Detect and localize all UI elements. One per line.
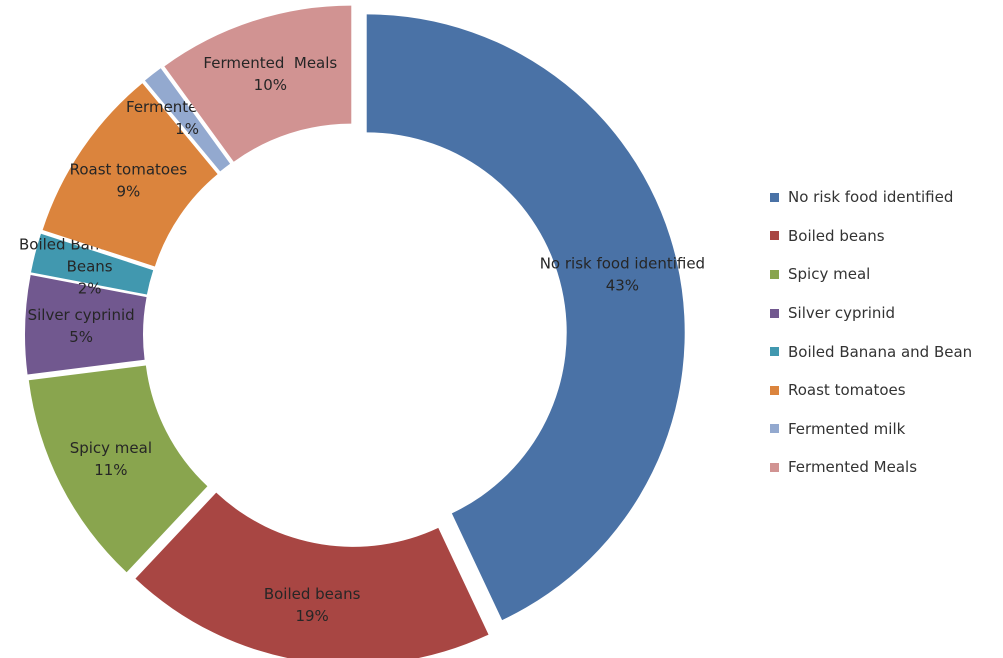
slice-name-label: Spicy meal	[70, 439, 152, 457]
legend-swatch	[770, 462, 779, 472]
slice-percent-label: 19%	[295, 607, 328, 625]
slice-percent-label: 11%	[94, 461, 127, 479]
legend-label: Roast tomatoes	[788, 381, 906, 400]
legend-item: Boiled Banana and Bean	[770, 332, 1003, 371]
legend-label: Fermented milk	[788, 419, 906, 438]
slice-percent-label: 5%	[69, 328, 93, 346]
legend-item: No risk food identified	[770, 178, 1003, 217]
slice-percent-label: 1%	[175, 120, 199, 138]
slice-percent-label: 43%	[606, 277, 639, 295]
slice-percent-label: 9%	[116, 182, 140, 200]
slice-fermented-meals	[164, 5, 352, 162]
slice-no-risk-food-identified	[366, 14, 685, 621]
legend-swatch	[770, 192, 779, 202]
slice-name-label: Fermented Meals	[203, 54, 337, 72]
legend-item: Boiled beans	[770, 217, 1003, 256]
legend-item: Fermented Meals	[770, 448, 1003, 487]
slice-name-label: No risk food identified	[540, 255, 705, 273]
legend-swatch	[770, 424, 779, 434]
legend-label: Fermented Meals	[788, 458, 918, 477]
legend-item: Roast tomatoes	[770, 371, 1003, 410]
legend-label: Boiled beans	[788, 226, 885, 245]
slice-boiled-beans	[135, 492, 489, 658]
legend-item: Fermented milk	[770, 410, 1003, 449]
slice-name-label: Beans	[67, 257, 113, 275]
legend-label: Silver cyprinid	[788, 304, 896, 323]
legend-swatch	[770, 347, 779, 357]
legend-swatch	[770, 385, 779, 395]
legend-item: Silver cyprinid	[770, 294, 1003, 333]
legend-item: Spicy meal	[770, 255, 1003, 294]
slice-spicy-meal	[28, 365, 208, 573]
legend-swatch	[770, 269, 779, 279]
slice-name-label: Boiled beans	[264, 585, 361, 603]
legend-label: Spicy meal	[788, 265, 871, 284]
chart-legend: No risk food identified Boiled beans Spicy…	[770, 178, 1003, 487]
slice-silver-cyprinid	[25, 275, 147, 375]
legend-label: Boiled Banana and Bean	[788, 342, 973, 361]
slice-percent-label: 2%	[78, 279, 102, 297]
slice-boiled-banana-and-beans	[31, 233, 154, 295]
legend-swatch	[770, 231, 779, 241]
slice-name-label: Silver cyprinid	[28, 306, 135, 324]
slice-name-label: Roast tomatoes	[70, 160, 188, 178]
slice-roast-tomatoes	[42, 83, 218, 267]
slice-percent-label: 10%	[254, 76, 287, 94]
legend-swatch	[770, 308, 779, 318]
legend-label: No risk food identified	[788, 188, 954, 207]
slice-fermented-milk	[144, 68, 231, 172]
